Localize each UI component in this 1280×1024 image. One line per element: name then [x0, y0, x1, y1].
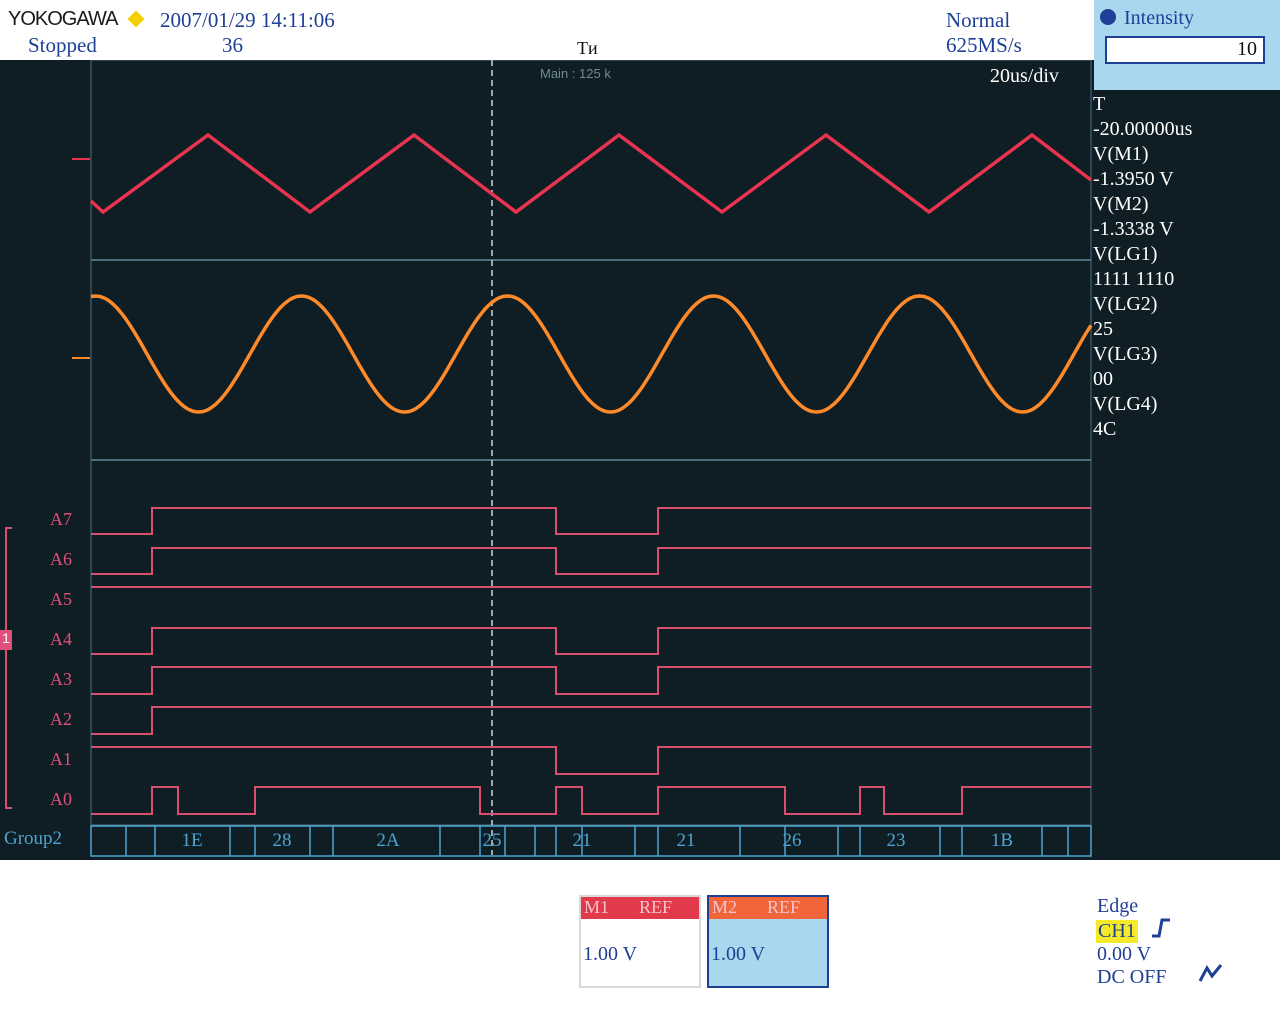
readout-row: 25	[1093, 318, 1113, 340]
m2-ref-softkey[interactable]: M2 REF 1.00 V	[707, 895, 829, 988]
datetime: 2007/01/29 14:11:06	[160, 8, 335, 32]
channel-label-a6: A6	[50, 549, 72, 569]
channel-label-a1: A1	[50, 749, 72, 769]
bus-value: 1B	[990, 830, 1014, 851]
brand-logo: YOKOGAWA	[8, 8, 118, 30]
bus-value: 2A	[376, 830, 400, 851]
bus-value: 23	[886, 830, 906, 851]
readout-row: 00	[1093, 368, 1113, 390]
channel-label-a7: A7	[50, 509, 72, 529]
group-label: Group2	[4, 828, 63, 849]
intensity-input[interactable]: 10	[1105, 36, 1265, 64]
time-per-div: 20us/div	[990, 65, 1059, 87]
main-record-label: Main : 125 k	[540, 66, 611, 81]
readout-row: 4C	[1093, 418, 1117, 440]
trigger-source: CH1	[1096, 920, 1138, 943]
m1-ref: REF	[639, 897, 673, 917]
sample-rate: 625MS/s	[946, 33, 1022, 57]
acquisition-count: 36	[222, 33, 243, 57]
trigger-mode: Normal	[946, 8, 1011, 32]
channel-label-a3: A3	[50, 669, 72, 689]
bus-value: 1E	[181, 830, 203, 851]
channel-label-a0: A0	[50, 789, 72, 809]
trigger-position-marker: Tи	[577, 38, 598, 58]
readout-row: V(LG1)	[1093, 243, 1158, 265]
logic-trace-a6	[91, 547, 1091, 575]
readout-row: -1.3950 V	[1093, 168, 1174, 190]
m2-ref: REF	[767, 897, 801, 917]
logic-trace-a1	[91, 746, 1091, 775]
logic-trace-a4	[91, 627, 1091, 655]
readout-row: -20.00000us	[1093, 118, 1193, 140]
status-bar	[0, 0, 1094, 60]
m1-name: M1	[584, 897, 610, 917]
m1-header: M1 REF	[581, 897, 699, 919]
logic-trace-a2	[91, 706, 1091, 735]
trigger-type: Edge	[1097, 895, 1139, 917]
readout-row: V(LG4)	[1093, 393, 1158, 415]
readout-row: V(M2)	[1093, 193, 1149, 215]
channel-label-a2: A2	[50, 709, 72, 729]
readout-row: V(LG3)	[1093, 343, 1158, 365]
intensity-label: Intensity	[1124, 7, 1194, 29]
readout-row: V(M1)	[1093, 143, 1149, 165]
logic-trace-a3	[91, 666, 1091, 695]
bus-value: 26	[782, 830, 802, 851]
grid	[5, 60, 1092, 855]
m2-trace	[90, 294, 1093, 414]
m1-trace	[89, 132, 1093, 215]
logic-trace-a0	[91, 786, 1091, 815]
m2-header: M2 REF	[709, 897, 827, 919]
group-tag: 1	[0, 630, 12, 650]
bus-lane	[90, 825, 1092, 857]
zigzag-icon	[1198, 964, 1223, 982]
readout-row: V(LG2)	[1093, 293, 1158, 315]
readout-panel	[1094, 90, 1280, 860]
bus-value: 21	[676, 830, 696, 851]
intensity-knob-icon	[1100, 9, 1116, 25]
channel-label-a4: A4	[50, 629, 72, 649]
m1-ref-softkey[interactable]: M1 REF 1.00 V	[579, 895, 701, 988]
m2-name: M2	[712, 897, 738, 917]
bus-value: 28	[272, 830, 292, 851]
bus-value: 25	[482, 830, 502, 851]
m1-scale: 1.00 V	[583, 943, 638, 965]
rising-edge-icon	[1152, 918, 1170, 938]
readout-row: T	[1093, 93, 1106, 115]
cursor-readout: T -20.00000us V(M1) -1.3950 V V(M2) -1.3…	[1093, 92, 1278, 442]
bus-value: 21	[572, 830, 592, 851]
acquisition-status: Stopped	[28, 33, 97, 57]
trigger-level: 0.00 V	[1097, 943, 1152, 965]
logic-trace-a7	[91, 507, 1091, 535]
logic-traces	[91, 507, 1091, 815]
bus-trace	[90, 825, 1092, 857]
trigger-coupling: DC OFF	[1097, 966, 1167, 988]
channel-label-a5: A5	[50, 589, 72, 609]
group-bracket	[5, 527, 12, 809]
waveform-svg	[5, 60, 1093, 857]
readout-row: 1111 1110	[1093, 268, 1175, 290]
plot-frame	[90, 60, 1092, 826]
readout-row: -1.3338 V	[1093, 218, 1174, 240]
m2-scale: 1.00 V	[711, 943, 766, 965]
analog-traces	[89, 132, 1093, 414]
